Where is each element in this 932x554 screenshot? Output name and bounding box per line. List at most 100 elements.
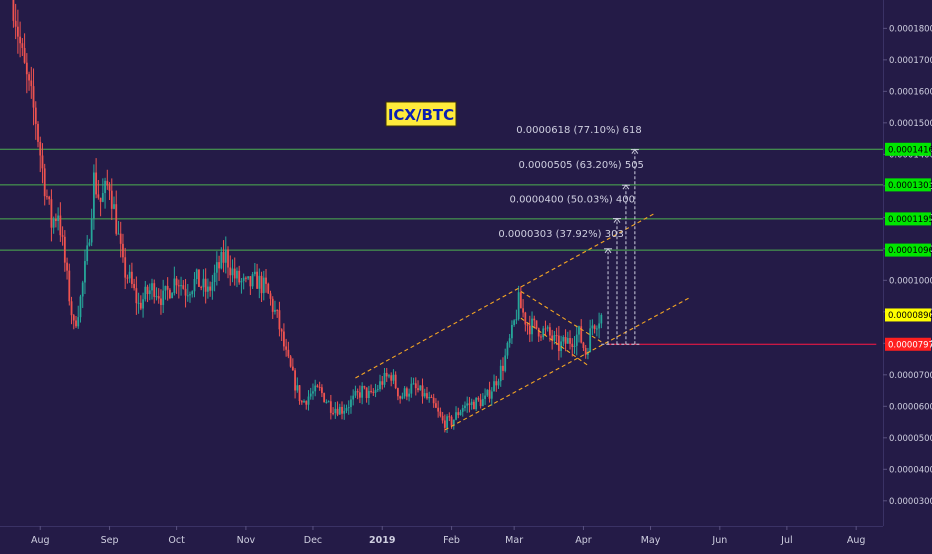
candle-body-52 (128, 271, 131, 279)
candle-body-233 (533, 318, 536, 321)
candle-body-138 (321, 387, 323, 394)
candle-body-137 (318, 387, 321, 389)
candle-body-84 (200, 286, 203, 288)
candle-body-179 (412, 383, 415, 385)
candle-body-220 (504, 355, 507, 371)
candle-body-106 (249, 276, 252, 287)
candle-body-223 (511, 324, 513, 339)
candle-body-25 (68, 270, 71, 302)
candle-body-212 (486, 389, 489, 396)
candle-body-242 (553, 335, 556, 341)
candle-body-35 (90, 218, 93, 243)
candle-body-73 (175, 278, 178, 286)
time-tick-label-2019-05-01: May (641, 535, 661, 546)
candle-body-14 (43, 168, 46, 197)
candle-body-51 (126, 277, 129, 279)
candle-body-87 (206, 286, 209, 292)
candle-body-201 (461, 408, 464, 412)
target-label-1: 0.0000303 (37.92%) 303 (498, 229, 623, 240)
candle-body-12 (39, 141, 42, 156)
candle-body-263 (600, 314, 603, 324)
candle-body-113 (265, 277, 267, 284)
candle-body-58 (142, 299, 144, 309)
price-tag-box-0.0000797 (885, 337, 931, 351)
candle-body-204 (468, 403, 471, 405)
channel-upper-line (355, 212, 656, 379)
time-tick-label-2019-04-01: Apr (575, 535, 592, 546)
candle-body-250 (571, 343, 574, 347)
time-tick-label-2019-07-01: Jul (780, 535, 792, 546)
candle-body-221 (506, 342, 509, 356)
candle-body-17 (50, 199, 53, 228)
candle-body-197 (452, 419, 455, 426)
candle-body-236 (540, 336, 542, 338)
candle-body-62 (151, 283, 153, 291)
price-tag-label-0.0001303: 0.0001303 (888, 181, 932, 191)
candle-body-83 (198, 269, 200, 287)
candle-body-1 (14, 20, 17, 27)
candle-body-235 (537, 328, 540, 337)
candle-body-161 (372, 391, 375, 393)
candle-body-160 (370, 390, 372, 392)
candle-body-115 (269, 293, 272, 299)
candle-body-200 (459, 411, 462, 416)
candle-body-122 (285, 346, 288, 350)
time-tick-label-2018-10-01: Oct (168, 535, 185, 546)
candle-body-81 (193, 279, 196, 292)
candle-body-237 (542, 328, 545, 338)
candle-body-230 (526, 324, 529, 326)
candle-body-164 (379, 381, 381, 390)
time-tick-label-2019-08-01: Aug (847, 535, 866, 546)
candle-body-39 (99, 197, 102, 202)
candle-body-238 (544, 328, 547, 330)
candle-body-23 (63, 236, 66, 263)
target-label-3: 0.0000505 (63.20%) 505 (518, 160, 643, 171)
candle-body-95 (224, 249, 227, 263)
candle-body-261 (595, 328, 598, 330)
candle-body-4 (21, 43, 24, 48)
candle-body-72 (173, 278, 176, 294)
candle-body-159 (367, 390, 370, 399)
candle-body-28 (75, 320, 77, 327)
candle-body-229 (524, 312, 527, 325)
candle-body-34 (88, 242, 91, 246)
candle-body-165 (381, 381, 384, 385)
candle-body-108 (253, 271, 256, 275)
candle-body-152 (352, 395, 355, 400)
candle-body-79 (189, 294, 191, 296)
price-tag-box-0.0001416 (885, 142, 931, 156)
price-tick-label-0.0000700: 0.0000700 (889, 371, 932, 381)
target-label-2: 0.0000400 (50.03%) 400 (510, 195, 635, 206)
candle-body-206 (473, 401, 475, 410)
candle-body-130 (303, 401, 305, 403)
candle-body-20 (57, 215, 60, 221)
candle-body-142 (329, 401, 332, 413)
candle-body-11 (37, 123, 39, 142)
channel-lines (355, 212, 689, 431)
candle-body-156 (361, 386, 364, 398)
price-tick-label-0.0001700: 0.0001700 (889, 56, 932, 66)
candle-body-198 (455, 412, 457, 420)
candle-body-222 (508, 338, 511, 343)
price-tick-label-0.0001600: 0.0001600 (889, 87, 932, 97)
candle-body-195 (448, 416, 451, 418)
candle-body-41 (104, 180, 106, 194)
candle-body-82 (195, 269, 198, 280)
time-tick-label-2019-06-01: Jun (711, 535, 727, 546)
candle-body-100 (236, 270, 238, 279)
candle-body-249 (569, 338, 571, 344)
candle-body-134 (312, 391, 314, 394)
candle-body-241 (551, 335, 554, 341)
candle-body-205 (470, 401, 473, 405)
candle-body-61 (148, 290, 151, 295)
candle-body-155 (359, 392, 361, 398)
chart-title: ICX/BTC (388, 106, 454, 124)
target-projections: 0.0000303 (37.92%) 303 0.0000400 (50.03%)… (498, 125, 644, 345)
candle-body-8 (30, 80, 33, 87)
candle-body-167 (385, 372, 388, 377)
candle-body-166 (383, 372, 386, 385)
candle-body-154 (356, 391, 359, 393)
candle-body-215 (493, 381, 495, 392)
